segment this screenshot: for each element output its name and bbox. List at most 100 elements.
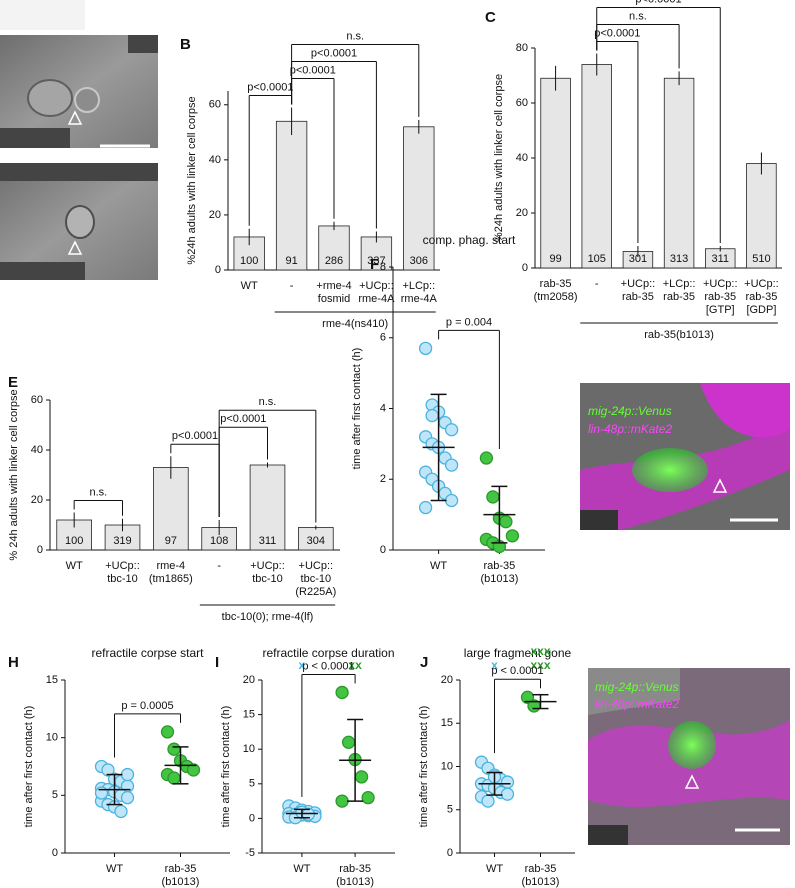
data-point [186, 763, 201, 777]
panel-letter: C [485, 9, 496, 26]
comparison-label: p<0.0001 [220, 413, 266, 425]
data-point [418, 341, 433, 356]
comparison-label: n.s. [259, 396, 277, 408]
image-label: mig-24p::Venus [595, 680, 679, 694]
comparison-label: n.s. [89, 486, 107, 498]
y-axis-label: time after first contact (h) [220, 706, 232, 828]
y-tick-label: 4 [380, 402, 386, 414]
x-tick-label: WT [486, 863, 503, 875]
censor-marker: x [299, 658, 306, 672]
x-tick-label: (b1013) [480, 573, 518, 585]
x-tick-label: rab-35 [339, 863, 371, 875]
comparison-label: p = 0.0005 [121, 700, 173, 712]
image-label: lin-48p::mKate2 [588, 422, 672, 436]
count-label: 97 [165, 535, 177, 547]
y-axis-label: time after first contact (h) [351, 348, 363, 470]
x-tick-label: (tm2058) [534, 291, 578, 303]
y-tick-label: 10 [243, 743, 255, 755]
chart-title: refractile corpse duration [262, 646, 394, 660]
count-label: 100 [65, 535, 83, 547]
group-label: rab-35(b1013) [644, 329, 714, 341]
micrograph-2 [0, 163, 158, 280]
y-tick-label: 60 [209, 99, 221, 111]
data-point [120, 767, 135, 782]
micrograph-4: mig-24p::Venus lin-48p::mKate2 [588, 668, 790, 845]
x-tick-label: (R225A) [295, 586, 336, 598]
count-label: 108 [210, 535, 228, 547]
x-tick-label: +rme-4 [316, 280, 351, 292]
x-tick-label: (tm1865) [149, 573, 193, 585]
x-tick-label: rab-35 [746, 291, 778, 303]
panel-letter: F [370, 256, 379, 273]
count-label: 306 [410, 255, 428, 267]
x-tick-label: tbc-10 [252, 573, 283, 585]
x-tick-label: WT [430, 560, 447, 572]
panel-letter: J [420, 654, 428, 671]
x-tick-label: (b1013) [522, 876, 560, 888]
panel-letter: H [8, 654, 19, 671]
group-label: rme-4(ns410) [322, 318, 388, 330]
count-label: 100 [240, 255, 258, 267]
y-axis-label: %24h adults with linker cell corpse [493, 74, 505, 242]
censor-marker: xx [348, 658, 362, 672]
censor-marker: x [491, 658, 498, 672]
count-label: 286 [325, 255, 343, 267]
y-axis-label: % 24h adults with linker cell corpse [8, 389, 20, 560]
y-tick-label: 8 [380, 261, 386, 273]
comparison-label: n.s. [629, 10, 647, 22]
bar [403, 126, 435, 271]
data-point [444, 423, 459, 437]
data-point [354, 770, 369, 784]
comparison-label: p<0.0001 [290, 64, 336, 76]
y-tick-label: 5 [447, 804, 453, 816]
y-tick-label: -5 [245, 847, 255, 859]
x-tick-label: rme-4 [156, 560, 185, 572]
x-tick-label: rab-35 [484, 560, 516, 572]
y-tick-label: 20 [243, 674, 255, 686]
y-tick-label: 5 [52, 789, 58, 801]
x-tick-label: +LCp:: [663, 278, 696, 290]
x-tick-label: rab-35 [165, 863, 197, 875]
x-tick-label: +UCp:: [250, 560, 285, 572]
data-point [120, 790, 135, 805]
x-tick-label: +LCp:: [402, 280, 435, 292]
x-tick-label: [GDP] [746, 304, 776, 316]
y-tick-label: 40 [516, 152, 528, 164]
y-tick-label: 0 [522, 262, 528, 274]
x-tick-label: +UCp:: [359, 280, 394, 292]
count-label: 311 [711, 253, 729, 265]
data-point [167, 742, 181, 756]
x-tick-label: tbc-10 [107, 573, 138, 585]
y-tick-label: 0 [249, 812, 255, 824]
data-point [505, 529, 520, 543]
x-tick-label: tbc-10 [301, 573, 332, 585]
x-tick-label: WT [241, 280, 258, 292]
y-tick-label: 15 [243, 709, 255, 721]
x-tick-label: (b1013) [336, 876, 374, 888]
y-tick-label: 0 [380, 544, 386, 556]
comparison-label: n.s. [346, 30, 364, 42]
x-tick-label: WT [66, 560, 83, 572]
x-tick-label: rme-4A [401, 293, 438, 305]
chart-title: comp. phag. start [423, 233, 516, 247]
data-point [335, 794, 349, 808]
y-tick-label: 0 [215, 264, 221, 276]
x-tick-label: +UCp:: [744, 278, 779, 290]
group-label: tbc-10(0); rme-4(lf) [222, 611, 314, 623]
comparison-label: p<0.0001 [594, 27, 640, 39]
count-label: 313 [670, 253, 688, 265]
comparison-label: p<0.0001 [247, 81, 293, 93]
x-tick-label: [GTP] [706, 304, 735, 316]
y-tick-label: 0 [52, 847, 58, 859]
panel-letter: B [180, 36, 191, 53]
data-point [479, 451, 494, 465]
x-tick-label: rab-35 [704, 291, 736, 303]
data-point [444, 493, 459, 508]
y-tick-label: 40 [209, 154, 221, 166]
y-tick-label: 20 [209, 209, 221, 221]
data-point [167, 771, 181, 785]
bar [249, 464, 286, 551]
comparison-label: p = 0.004 [446, 316, 492, 328]
data-point [499, 515, 513, 529]
